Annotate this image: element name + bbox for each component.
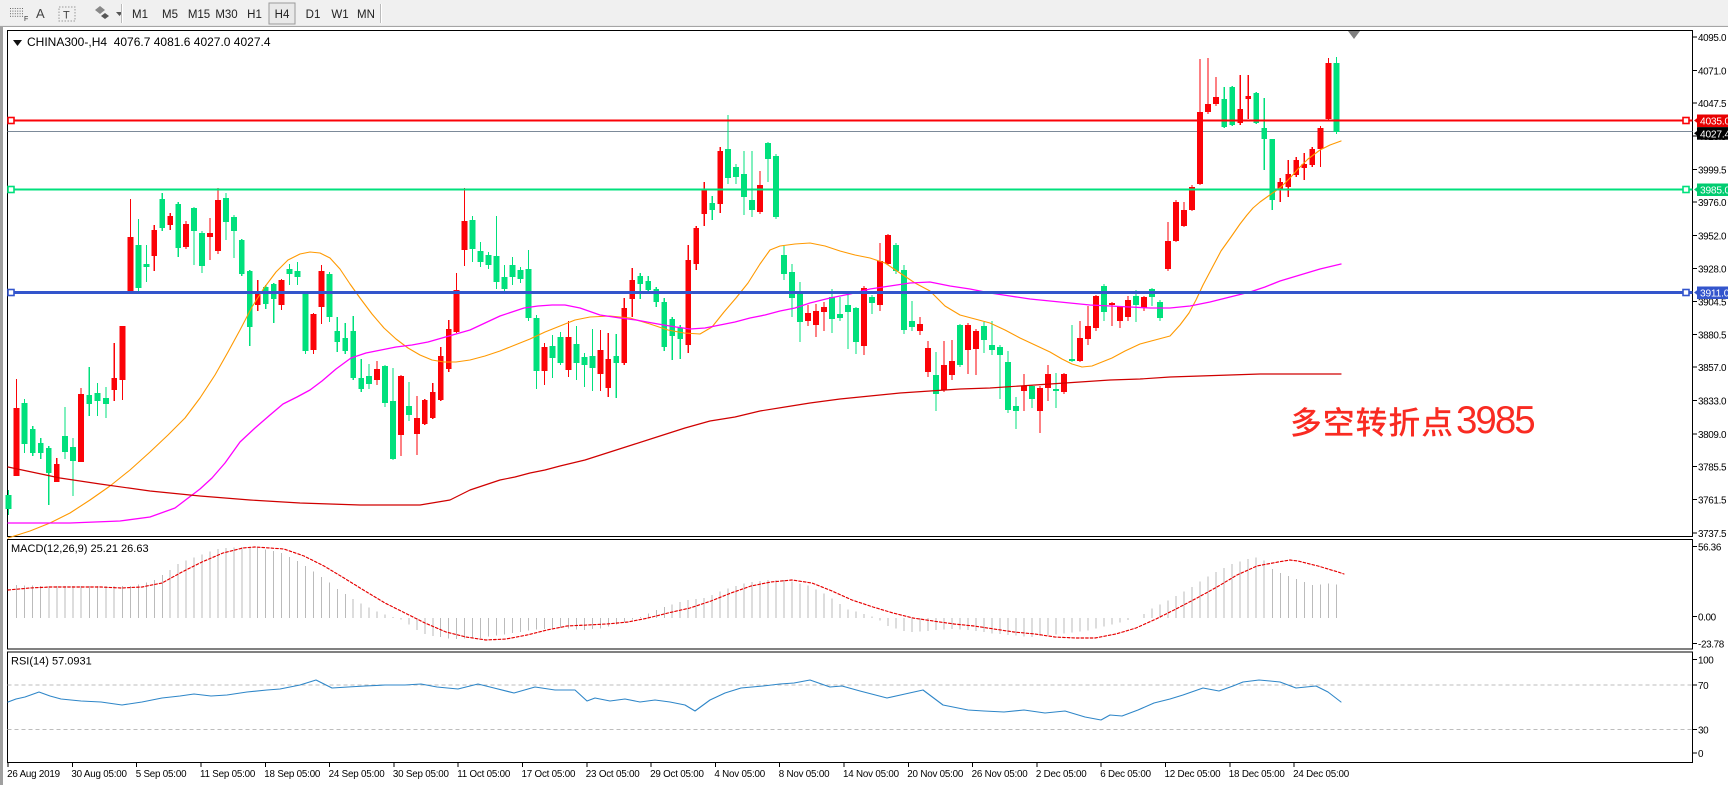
svg-text:MN: MN [357, 9, 375, 21]
svg-text:4047.5: 4047.5 [1698, 99, 1727, 110]
svg-text:3999.5: 3999.5 [1698, 166, 1727, 177]
svg-text:4071.0: 4071.0 [1698, 66, 1727, 77]
svg-text:3952.0: 3952.0 [1698, 231, 1727, 242]
svg-text:M1: M1 [132, 9, 148, 21]
svg-text:20 Nov 05:00: 20 Nov 05:00 [907, 769, 964, 780]
svg-text:23 Oct 05:00: 23 Oct 05:00 [586, 769, 640, 780]
svg-text:18 Dec 05:00: 18 Dec 05:00 [1229, 769, 1286, 780]
svg-text:3809.0: 3809.0 [1698, 430, 1727, 441]
svg-text:4095.0: 4095.0 [1698, 33, 1727, 44]
svg-text:MACD(12,26,9) 25.21 26.63: MACD(12,26,9) 25.21 26.63 [11, 543, 149, 555]
svg-text:3737.5: 3737.5 [1698, 529, 1727, 540]
svg-text:CHINA300-,H4 4076.7 4081.6 40: CHINA300-,H4 4076.7 4081.6 4027.0 4027.4 [27, 35, 271, 49]
svg-text:14 Nov 05:00: 14 Nov 05:00 [843, 769, 900, 780]
svg-text:0: 0 [1698, 749, 1704, 760]
svg-text:30 Sep 05:00: 30 Sep 05:00 [393, 769, 450, 780]
svg-text:M15: M15 [188, 9, 210, 21]
svg-text:M30: M30 [215, 9, 237, 21]
svg-text:100: 100 [1698, 656, 1714, 667]
svg-text:W1: W1 [331, 9, 348, 21]
svg-text:4027.4: 4027.4 [1700, 129, 1728, 140]
svg-text:D1: D1 [306, 9, 321, 21]
svg-text:3761.5: 3761.5 [1698, 496, 1727, 507]
svg-text:3785.5: 3785.5 [1698, 462, 1727, 473]
svg-text:11 Sep 05:00: 11 Sep 05:00 [200, 769, 256, 780]
svg-text:3880.5: 3880.5 [1698, 331, 1727, 342]
svg-text:2 Dec 05:00: 2 Dec 05:00 [1036, 769, 1087, 780]
svg-text:6 Dec 05:00: 6 Dec 05:00 [1100, 769, 1151, 780]
svg-text:3911.0: 3911.0 [1700, 289, 1728, 300]
svg-text:26 Nov 05:00: 26 Nov 05:00 [972, 769, 1029, 780]
svg-text:3904.5: 3904.5 [1698, 297, 1727, 308]
svg-text:3985: 3985 [1456, 399, 1534, 442]
svg-text:-23.78: -23.78 [1698, 640, 1725, 651]
svg-text:4 Nov 05:00: 4 Nov 05:00 [714, 769, 765, 780]
svg-text:A: A [36, 6, 45, 21]
svg-text:11 Oct 05:00: 11 Oct 05:00 [457, 769, 511, 780]
svg-text:3976.0: 3976.0 [1698, 198, 1727, 209]
svg-text:18 Sep 05:00: 18 Sep 05:00 [264, 769, 321, 780]
svg-text:M5: M5 [162, 9, 178, 21]
svg-text:5 Sep 05:00: 5 Sep 05:00 [136, 769, 187, 780]
svg-text:30 Aug 05:00: 30 Aug 05:00 [71, 769, 127, 780]
svg-text:12 Dec 05:00: 12 Dec 05:00 [1165, 769, 1222, 780]
svg-text:3833.0: 3833.0 [1698, 397, 1727, 408]
svg-text:70: 70 [1698, 681, 1709, 692]
svg-text:17 Oct 05:00: 17 Oct 05:00 [522, 769, 576, 780]
svg-text:0.00: 0.00 [1698, 613, 1717, 624]
svg-text:F: F [24, 16, 28, 23]
svg-text:56.36: 56.36 [1698, 543, 1722, 554]
svg-text:3928.0: 3928.0 [1698, 265, 1727, 276]
svg-text:RSI(14) 57.0931: RSI(14) 57.0931 [11, 656, 92, 668]
svg-text:3985.0: 3985.0 [1700, 186, 1728, 197]
svg-text:8 Nov 05:00: 8 Nov 05:00 [779, 769, 830, 780]
svg-text:H4: H4 [275, 9, 290, 21]
svg-text:24 Dec 05:00: 24 Dec 05:00 [1293, 769, 1350, 780]
svg-text:26 Aug 2019: 26 Aug 2019 [7, 769, 60, 780]
svg-text:T: T [63, 10, 70, 22]
svg-text:29 Oct 05:00: 29 Oct 05:00 [650, 769, 704, 780]
svg-text:24 Sep 05:00: 24 Sep 05:00 [329, 769, 386, 780]
svg-text:30: 30 [1698, 725, 1709, 736]
svg-text:3857.0: 3857.0 [1698, 363, 1727, 374]
svg-text:H1: H1 [247, 9, 262, 21]
svg-text:4035.0: 4035.0 [1700, 117, 1728, 128]
